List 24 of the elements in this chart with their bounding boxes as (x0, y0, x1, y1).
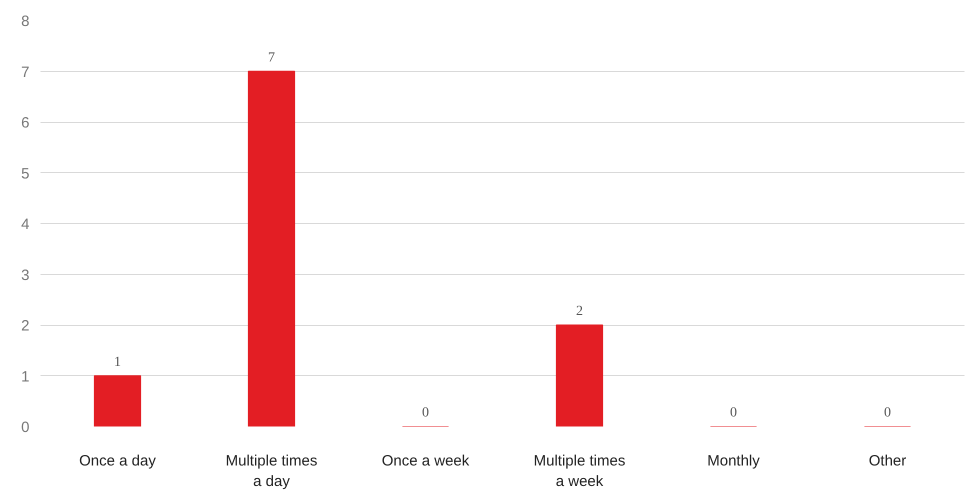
data-label: 0 (422, 406, 429, 420)
y-tick-label: 7 (21, 64, 30, 81)
x-tick-label: Once a day (79, 452, 156, 470)
x-tick-label: Multiple times a week (534, 452, 626, 490)
data-label: 2 (576, 304, 583, 319)
y-tick-label: 5 (21, 165, 30, 182)
data-label: 7 (268, 50, 275, 66)
x-tick-label: Once a week (382, 452, 470, 470)
y-tick-label: 8 (21, 13, 30, 30)
data-label: 0 (730, 406, 737, 420)
y-tick-label: 1 (21, 368, 30, 386)
x-tick-label: Other (868, 452, 906, 470)
bar (94, 375, 142, 426)
y-tick-label: 2 (21, 318, 30, 334)
y-tick-label: 6 (21, 114, 30, 132)
y-tick-label: 3 (21, 266, 30, 284)
data-label: 1 (114, 354, 121, 370)
y-tick-label: 0 (21, 419, 30, 436)
x-tick-label: Monthly (707, 452, 760, 470)
y-tick-label: 4 (21, 216, 30, 233)
data-label: 0 (884, 406, 891, 420)
bar (556, 324, 604, 426)
bar (248, 70, 296, 426)
x-tick-label: Multiple times a day (226, 452, 318, 490)
